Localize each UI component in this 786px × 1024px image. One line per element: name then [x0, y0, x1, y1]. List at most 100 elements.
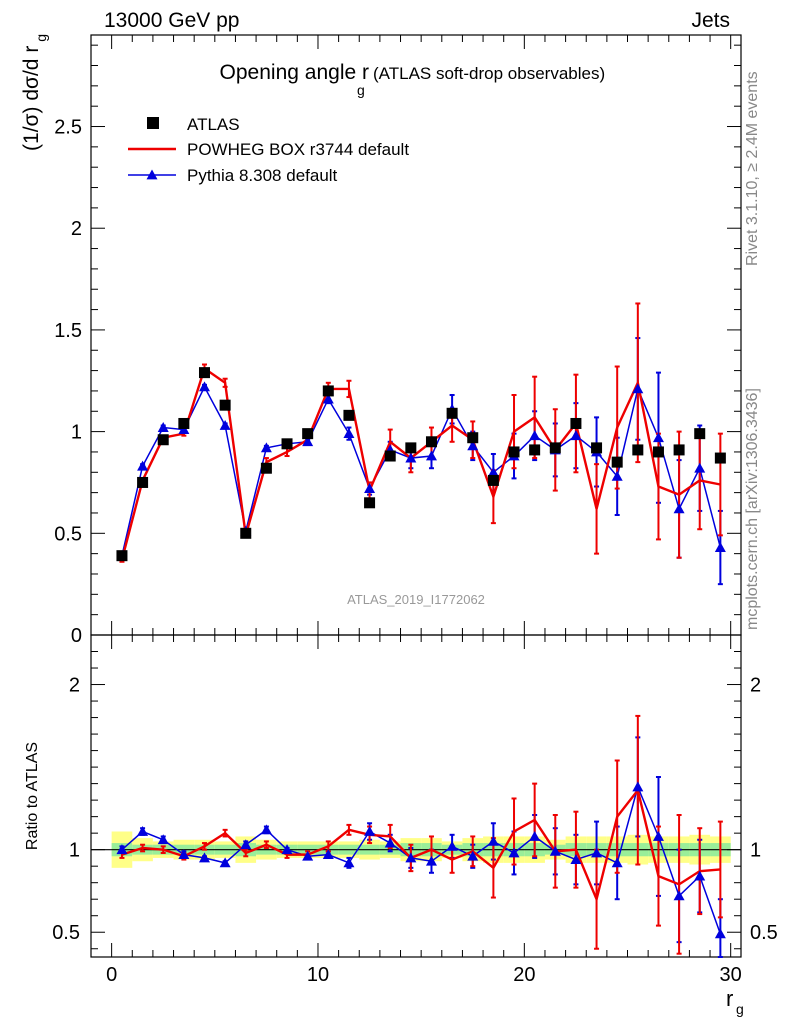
header-right-label: Jets — [691, 9, 730, 32]
x-tick-label: 10 — [307, 964, 329, 986]
powheg-line — [120, 366, 721, 561]
pythia-point — [364, 483, 376, 493]
atlas-point — [137, 476, 149, 488]
ratio-pythia-point — [425, 855, 437, 866]
atlas-point — [508, 446, 520, 458]
atlas-point — [116, 550, 128, 562]
atlas-point — [446, 407, 458, 419]
ratio-pythia-point — [364, 826, 376, 836]
pythia-point — [570, 430, 582, 441]
legend-pythia-marker — [146, 169, 158, 180]
x-axis-label: r — [726, 986, 733, 1011]
pythia-point — [425, 450, 437, 461]
ratio-pythia-point — [591, 847, 603, 858]
atlas-point — [487, 474, 499, 486]
atlas-point — [302, 428, 314, 440]
atlas-point — [240, 527, 252, 539]
ratio-y-tick-label: 0.5 — [750, 922, 778, 944]
ratio-pythia-point — [570, 854, 582, 864]
pythia-point — [714, 542, 726, 552]
ratio-pythia-line — [121, 784, 722, 935]
ratio-pythia-point — [240, 839, 252, 850]
pythia-point — [632, 383, 644, 394]
pythia-point — [219, 420, 231, 430]
atlas-point — [322, 385, 334, 397]
y-tick-label: 0 — [71, 625, 82, 647]
atlas-point — [694, 428, 706, 440]
ratio-pythia-point — [178, 849, 190, 860]
ratio-pythia-point — [487, 835, 499, 846]
pythia-point — [343, 428, 355, 439]
pythia-point — [673, 503, 685, 514]
ratio-pythia-point — [652, 830, 664, 841]
ratio-y-tick-label: 0.5 — [52, 922, 80, 944]
chart-title-sub: g — [357, 82, 365, 98]
ratio-pythia-point — [198, 852, 210, 863]
ratio-pythia-point — [632, 781, 644, 792]
atlas-point — [673, 444, 685, 456]
ratio-powheg-line — [121, 787, 721, 904]
ratio-pythia-point — [405, 852, 417, 863]
ratio-pythia-point — [549, 845, 561, 856]
legend-pythia-label: Pythia 8.308 default — [187, 166, 338, 185]
ratio-pythia-point — [714, 928, 726, 939]
ratio-pythia-point — [343, 857, 355, 868]
atlas-point — [178, 417, 190, 429]
ratio-pythia-point — [157, 834, 169, 845]
y-tick-label: 2.5 — [54, 117, 82, 139]
ratio-pythia-point — [384, 837, 396, 848]
ratio-pythia-point — [137, 826, 149, 836]
ratio-pythia-point — [673, 890, 685, 901]
ratio-pythia-point — [116, 844, 128, 855]
pythia-point — [652, 432, 664, 443]
ratio-y-tick-label: 2 — [750, 675, 761, 697]
y-tick-label: 1 — [71, 422, 82, 444]
atlas-point — [260, 462, 272, 474]
pythia-point — [467, 440, 479, 451]
y-axis-label: (1/σ) dσ/d r g — [20, 34, 49, 151]
ratio-pythia-point — [508, 847, 520, 858]
atlas-point — [529, 444, 541, 456]
ratio-plot-frame — [90, 634, 742, 958]
y-tick-label: 0.5 — [54, 523, 82, 545]
legend-atlas-marker — [147, 117, 159, 129]
y-tick-label: 1.5 — [54, 320, 82, 342]
x-axis-label-sub: g — [736, 1001, 744, 1017]
atlas-point — [281, 438, 293, 450]
ratio-pythia-point — [219, 857, 231, 868]
pythia-point — [302, 436, 314, 447]
pythia-point — [529, 430, 541, 441]
ratio-pythia-point — [611, 857, 623, 868]
atlas-point — [714, 452, 726, 464]
atlas-point — [570, 417, 582, 429]
ratio-axis-label: Ratio to ATLAS — [24, 742, 41, 850]
ratio-pythia-point — [467, 850, 479, 861]
atlas-point — [157, 434, 169, 446]
y-tick-label: 2 — [71, 218, 82, 240]
x-tick-label: 30 — [720, 964, 742, 986]
legend-atlas-label: ATLAS — [187, 115, 240, 134]
ratio-pythia-point — [694, 870, 706, 881]
analysis-watermark: ATLAS_2019_I1772062 — [347, 592, 485, 607]
atlas-point — [652, 446, 664, 458]
atlas-point — [611, 456, 623, 468]
atlas-point — [425, 436, 437, 448]
ratio-pythia-point — [302, 850, 314, 861]
atlas-point — [219, 399, 231, 411]
atlas-point — [405, 442, 417, 454]
pythia-point — [322, 393, 334, 404]
ratio-y-tick-label: 1 — [750, 840, 761, 862]
chart-title: Opening angle r — [220, 61, 369, 84]
ratio-pythia-point — [322, 849, 334, 860]
ratio-pythia-point — [260, 824, 272, 835]
pythia-point — [487, 466, 499, 477]
x-tick-label: 0 — [106, 964, 117, 986]
atlas-point — [632, 444, 644, 456]
atlas-point — [591, 442, 603, 454]
header-left-label: 13000 GeV pp — [104, 9, 240, 32]
atlas-point — [384, 450, 396, 462]
pythia-point — [694, 462, 706, 473]
atlas-point — [467, 432, 479, 444]
ratio-y-tick-label: 2 — [69, 675, 80, 697]
pythia-point — [137, 460, 149, 471]
